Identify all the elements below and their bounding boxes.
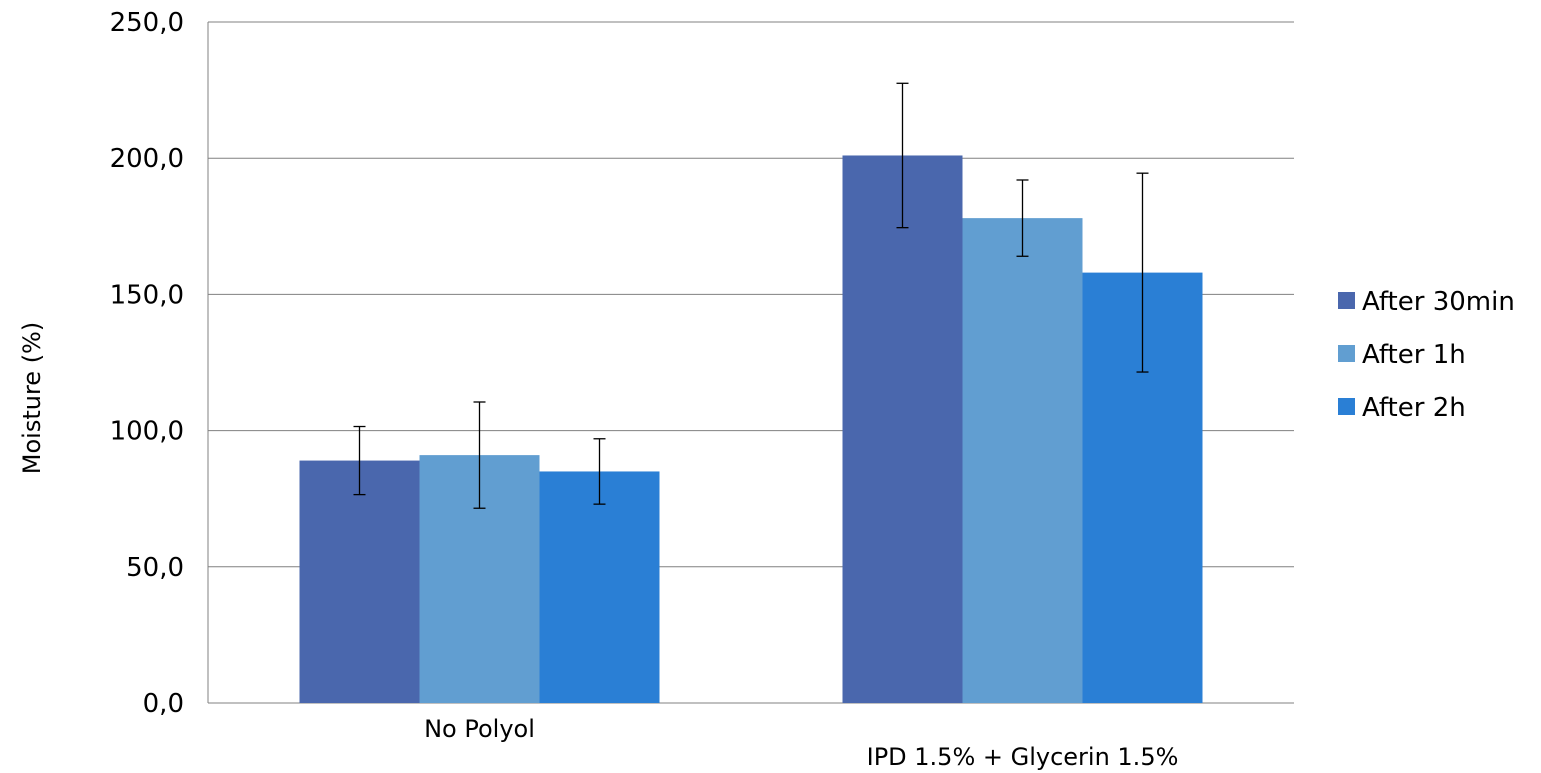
legend-swatch [1338,398,1355,415]
legend-swatch [1338,292,1355,309]
bar [299,460,420,703]
legend-swatch [1338,345,1355,362]
error-bars [353,82,1149,509]
y-tick-label: 200,0 [110,144,184,174]
y-tick-labels: 0,0 50,0 100,0 150,0 200,0 250,0 [110,8,184,719]
y-tick-label: 50,0 [126,553,184,583]
bar [962,218,1083,704]
category-labels: No Polyol IPD 1.5% + Glycerin 1.5% [424,715,1178,771]
legend-label: After 30min [1362,287,1515,317]
x-category-label: IPD 1.5% + Glycerin 1.5% [867,743,1179,771]
y-tick-label: 100,0 [110,417,184,447]
legend-label: After 1h [1362,340,1466,370]
legend-label: After 2h [1362,393,1466,423]
y-axis-title: Moisture (%) [18,322,46,474]
bar [539,471,660,703]
y-tick-label: 250,0 [110,8,184,38]
y-tick-label: 150,0 [110,280,184,310]
x-category-label: No Polyol [424,715,535,743]
y-tick-label: 0,0 [143,689,184,719]
bars [299,155,1203,704]
bar [842,155,963,703]
legend: After 30min After 1h After 2h [1338,287,1515,423]
